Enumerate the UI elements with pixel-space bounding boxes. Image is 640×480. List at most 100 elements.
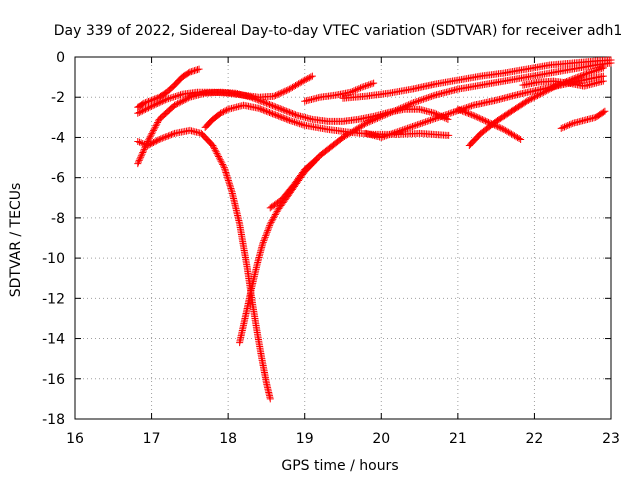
- grid-layer: [75, 57, 611, 419]
- y-tick-label: -18: [42, 412, 65, 428]
- data-point: [259, 241, 266, 248]
- data-point: [223, 171, 230, 178]
- data-point: [367, 81, 374, 88]
- data-point: [271, 103, 278, 110]
- data-point: [260, 237, 267, 244]
- x-tick-label: 16: [66, 431, 84, 447]
- x-tick-label: 22: [526, 431, 544, 447]
- data-point: [466, 103, 473, 110]
- data-point: [423, 95, 430, 102]
- data-point: [194, 66, 201, 73]
- data-point: [170, 131, 177, 138]
- data-point: [429, 116, 436, 123]
- data-point: [225, 179, 232, 186]
- data-point: [286, 117, 293, 124]
- chart-title: Day 339 of 2022, Sidereal Day-to-day VTE…: [54, 23, 622, 39]
- data-point: [227, 185, 234, 192]
- data-point: [263, 230, 270, 237]
- x-tick-label: 19: [296, 431, 314, 447]
- data-point: [412, 99, 419, 106]
- data-point: [425, 94, 432, 101]
- data-point: [280, 114, 287, 121]
- data-point: [417, 97, 424, 104]
- data-point: [272, 103, 279, 110]
- data-point: [275, 105, 282, 112]
- data-point: [411, 122, 418, 129]
- data-point: [281, 107, 288, 114]
- data-point: [224, 175, 231, 182]
- data-point: [257, 105, 264, 112]
- data-point: [581, 71, 588, 78]
- data-point: [272, 111, 279, 118]
- data-point: [196, 66, 203, 73]
- data-point: [274, 104, 281, 111]
- data-point: [293, 119, 300, 126]
- series-arc-5: [236, 60, 614, 347]
- data-point: [407, 124, 414, 131]
- sdtvar-chart: 16 17 18 19 20 21 22 230-2-4-6-8-10-12-14-16-18…: [0, 0, 640, 480]
- data-point: [225, 177, 232, 184]
- data-point: [172, 93, 179, 100]
- data-point: [406, 124, 413, 131]
- data-point: [267, 395, 274, 402]
- data-point: [420, 119, 427, 126]
- data-point: [416, 121, 423, 128]
- data-point: [291, 119, 298, 126]
- series-arc-6: [267, 156, 320, 211]
- data-point: [266, 101, 273, 108]
- data-point: [368, 80, 375, 87]
- data-point: [287, 109, 294, 116]
- data-point: [275, 113, 282, 120]
- data-point: [467, 111, 474, 118]
- x-tick-label: 17: [143, 431, 161, 447]
- data-point: [167, 95, 174, 102]
- data-point: [283, 108, 290, 115]
- data-point: [298, 121, 305, 128]
- data-point: [413, 98, 420, 105]
- data-point: [264, 108, 271, 115]
- x-tick-label: 20: [372, 431, 390, 447]
- data-point: [260, 239, 267, 246]
- data-point: [370, 80, 377, 87]
- data-point: [585, 70, 592, 77]
- series-arc-4: [134, 127, 273, 402]
- data-point: [427, 117, 434, 124]
- data-point: [277, 113, 284, 120]
- data-point: [228, 187, 235, 194]
- data-point: [257, 97, 264, 104]
- data-point: [258, 106, 265, 113]
- data-point: [223, 172, 230, 179]
- data-point: [162, 134, 169, 141]
- y-tick-label: -16: [42, 372, 65, 388]
- data-point: [168, 131, 175, 138]
- data-point: [364, 82, 371, 89]
- data-point: [422, 118, 429, 125]
- data-point: [177, 91, 184, 98]
- data-point: [277, 105, 284, 112]
- data-point: [255, 105, 262, 112]
- data-point: [290, 111, 297, 118]
- data-point: [170, 93, 177, 100]
- data-point: [362, 83, 369, 90]
- data-point: [300, 121, 307, 128]
- data-point: [278, 106, 285, 113]
- data-point: [468, 102, 475, 109]
- data-point: [365, 81, 372, 88]
- data-point: [226, 182, 233, 189]
- data-point: [289, 110, 296, 117]
- data-point: [266, 109, 273, 116]
- data-point: [264, 100, 271, 107]
- series-arc-8: [301, 80, 377, 105]
- y-tick-label: -6: [51, 171, 65, 187]
- data-point: [262, 234, 269, 241]
- data-point: [583, 70, 590, 77]
- data-point: [283, 116, 290, 123]
- data-point: [417, 120, 424, 127]
- data-point: [148, 97, 155, 104]
- y-tick-label: 0: [56, 50, 65, 66]
- series-arc-11: [466, 65, 607, 149]
- data-point: [160, 134, 167, 141]
- data-point: [600, 78, 607, 85]
- data-point: [165, 132, 172, 139]
- data-point: [424, 118, 431, 125]
